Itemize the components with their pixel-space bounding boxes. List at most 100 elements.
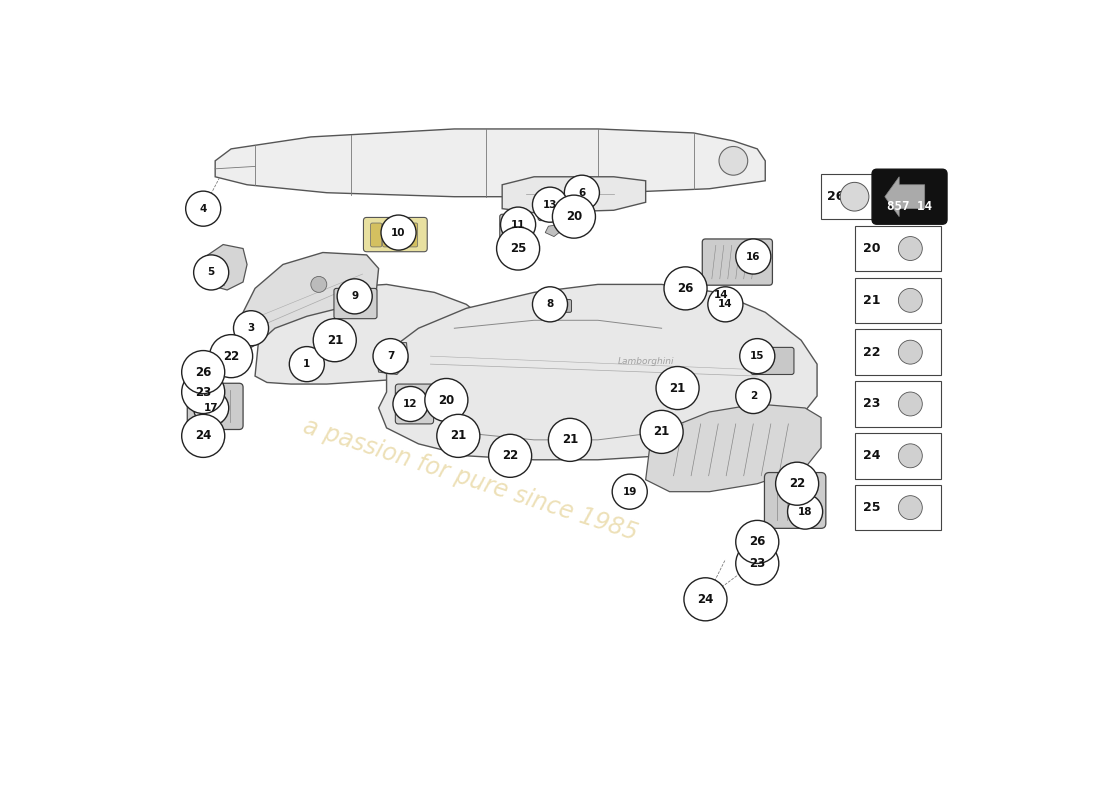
Text: 23: 23	[862, 398, 880, 410]
Text: 26: 26	[826, 190, 844, 203]
Text: 6: 6	[579, 188, 585, 198]
Circle shape	[311, 277, 327, 292]
FancyBboxPatch shape	[407, 223, 418, 247]
FancyBboxPatch shape	[702, 239, 772, 286]
Circle shape	[182, 414, 224, 458]
Text: 22: 22	[789, 478, 805, 490]
Circle shape	[289, 346, 324, 382]
Circle shape	[182, 350, 224, 394]
Circle shape	[739, 338, 774, 374]
FancyBboxPatch shape	[855, 278, 940, 323]
Text: 16: 16	[746, 251, 760, 262]
Text: 15: 15	[750, 351, 764, 361]
FancyBboxPatch shape	[499, 214, 531, 243]
Text: 21: 21	[450, 430, 466, 442]
Circle shape	[233, 310, 268, 346]
Polygon shape	[243, 253, 378, 352]
Text: 7: 7	[387, 351, 394, 361]
Text: 1: 1	[304, 359, 310, 369]
Circle shape	[373, 338, 408, 374]
Text: 21: 21	[562, 434, 579, 446]
Circle shape	[719, 146, 748, 175]
Text: 3: 3	[248, 323, 255, 334]
FancyBboxPatch shape	[395, 384, 433, 424]
FancyBboxPatch shape	[821, 174, 876, 219]
FancyBboxPatch shape	[537, 299, 572, 312]
Circle shape	[664, 267, 707, 310]
FancyBboxPatch shape	[872, 170, 947, 224]
Circle shape	[194, 390, 229, 426]
Circle shape	[736, 378, 771, 414]
Polygon shape	[503, 177, 646, 213]
FancyBboxPatch shape	[395, 223, 406, 247]
FancyBboxPatch shape	[538, 198, 563, 221]
Circle shape	[788, 494, 823, 529]
Circle shape	[393, 386, 428, 422]
Circle shape	[437, 414, 480, 458]
Text: 22: 22	[223, 350, 239, 362]
Text: 21: 21	[862, 294, 880, 307]
Text: 25: 25	[862, 501, 880, 514]
Circle shape	[684, 578, 727, 621]
Text: eu-do-parts: eu-do-parts	[308, 318, 601, 450]
Circle shape	[314, 318, 356, 362]
Text: 5: 5	[208, 267, 214, 278]
Circle shape	[656, 366, 700, 410]
FancyBboxPatch shape	[363, 218, 427, 252]
Text: 4: 4	[199, 204, 207, 214]
Circle shape	[425, 378, 468, 422]
Circle shape	[496, 227, 540, 270]
Text: 14: 14	[718, 299, 733, 310]
Text: 18: 18	[798, 506, 813, 517]
Text: 11: 11	[510, 220, 526, 230]
Polygon shape	[255, 285, 491, 384]
Text: 23: 23	[749, 557, 766, 570]
Circle shape	[532, 286, 568, 322]
FancyBboxPatch shape	[334, 288, 377, 318]
Text: a passion for pure since 1985: a passion for pure since 1985	[300, 414, 640, 546]
FancyBboxPatch shape	[187, 383, 243, 430]
Text: 22: 22	[502, 450, 518, 462]
Circle shape	[500, 207, 536, 242]
FancyBboxPatch shape	[855, 433, 940, 478]
Polygon shape	[546, 225, 561, 237]
FancyBboxPatch shape	[855, 330, 940, 375]
Text: 24: 24	[697, 593, 714, 606]
Circle shape	[899, 392, 922, 416]
Text: Lamborghini: Lamborghini	[617, 358, 674, 366]
Circle shape	[613, 474, 647, 510]
Circle shape	[182, 370, 224, 414]
Text: 857 14: 857 14	[887, 200, 932, 214]
Circle shape	[186, 191, 221, 226]
FancyBboxPatch shape	[764, 473, 826, 528]
Circle shape	[549, 418, 592, 462]
Circle shape	[381, 215, 416, 250]
Text: 21: 21	[670, 382, 685, 394]
Text: 21: 21	[653, 426, 670, 438]
Text: 8: 8	[547, 299, 553, 310]
Circle shape	[552, 195, 595, 238]
Circle shape	[488, 434, 531, 478]
Polygon shape	[206, 245, 248, 290]
Text: 12: 12	[404, 399, 418, 409]
Circle shape	[899, 237, 922, 261]
Polygon shape	[378, 285, 817, 460]
Text: 13: 13	[542, 200, 558, 210]
Text: 20: 20	[862, 242, 880, 255]
Text: 26: 26	[195, 366, 211, 378]
Text: 17: 17	[204, 403, 219, 413]
Text: 10: 10	[392, 227, 406, 238]
Circle shape	[899, 340, 922, 364]
FancyBboxPatch shape	[855, 226, 940, 271]
Text: 20: 20	[565, 210, 582, 223]
Polygon shape	[216, 129, 766, 197]
Circle shape	[337, 279, 372, 314]
Circle shape	[899, 496, 922, 519]
Text: 22: 22	[862, 346, 880, 358]
Circle shape	[736, 520, 779, 563]
FancyBboxPatch shape	[371, 223, 382, 247]
Text: 20: 20	[438, 394, 454, 406]
Circle shape	[776, 462, 818, 506]
FancyBboxPatch shape	[855, 485, 940, 530]
Polygon shape	[884, 177, 925, 217]
